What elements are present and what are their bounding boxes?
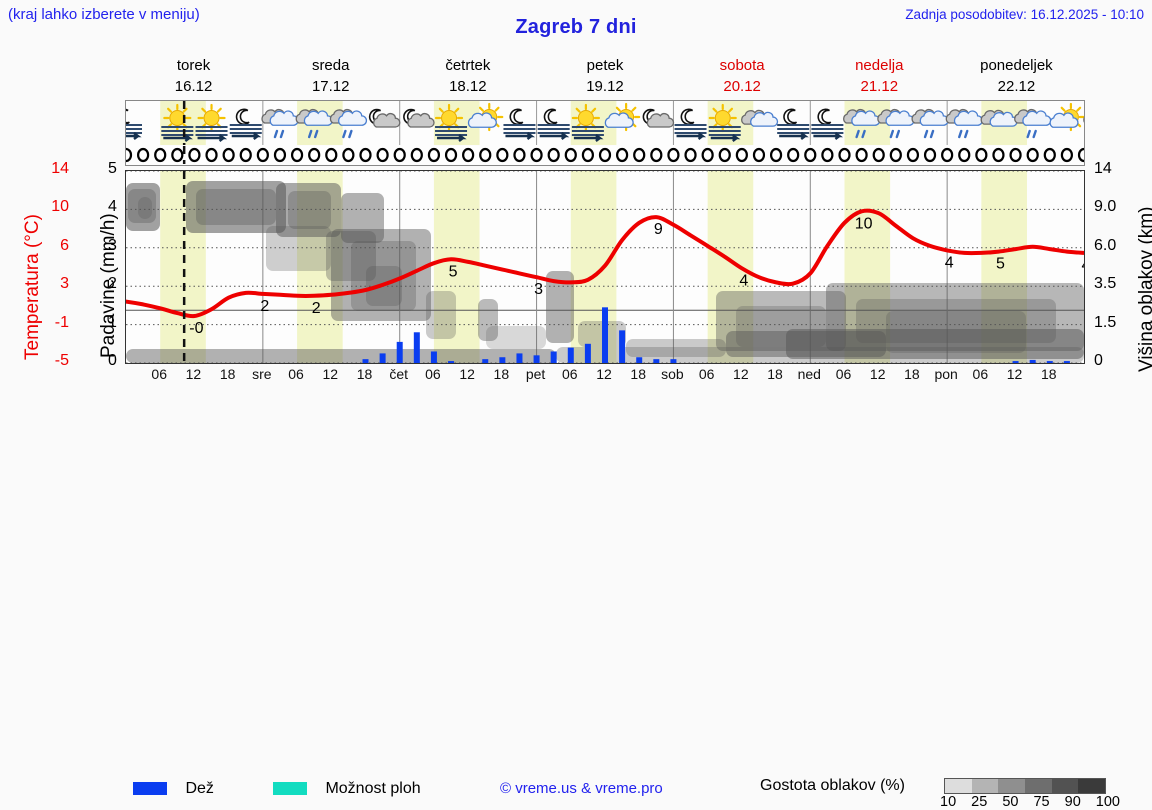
day-date: 22.12 (948, 76, 1085, 97)
day-name: torek (125, 55, 262, 76)
prec-tick-1: 1 (108, 314, 117, 332)
cloud-density-number-75: 75 (1033, 794, 1049, 810)
hour-dot-band (125, 146, 1085, 166)
weather-icon-moon-fog (538, 109, 570, 139)
legend-rain-label: Dež (185, 780, 213, 797)
day-date: 19.12 (536, 76, 673, 97)
day-date: 21.12 (811, 76, 948, 97)
temp-tick-10: 10 (44, 198, 69, 216)
cloud-density-step-10 (945, 779, 972, 793)
weather-icon-cloud (742, 110, 778, 126)
weather-icons-svg (126, 101, 1084, 145)
cloud-density-number-25: 25 (971, 794, 987, 810)
meteogram-plot: -0 2 2 5 3 9 4 10 4 5 4 (125, 170, 1085, 364)
day-date: 20.12 (674, 76, 811, 97)
cloud-density-step-100 (1078, 779, 1105, 793)
hour-dots-svg (126, 146, 1084, 164)
temperature-axis-title: Temperatura (°C) (22, 214, 44, 360)
copyright-link[interactable]: © vreme.us & vreme.pro (500, 780, 663, 797)
svg-text:2: 2 (312, 300, 321, 317)
cloud-tick-9.0: 9.0 (1094, 198, 1116, 216)
day-name: nedelja (811, 55, 948, 76)
day-date: 17.12 (262, 76, 399, 97)
weather-icon-moon-fog (126, 109, 142, 139)
cloud-density-colorbar (944, 778, 1106, 794)
cloud-density-step-90 (1052, 779, 1079, 793)
weather-icon-cloud-rain (912, 110, 948, 137)
temp-tick--1: -1 (44, 314, 69, 332)
cloud-density-step-25 (972, 779, 999, 793)
day-name: petek (536, 55, 673, 76)
showers-color-swatch (273, 782, 307, 795)
weather-icon-cloud-rain (946, 110, 982, 137)
last-update-label: Zadnja posodobitev: 16.12.2025 - 10:10 (905, 7, 1144, 22)
legend: Dež Možnost ploh © vreme.us & vreme.pro … (0, 388, 1152, 428)
prec-tick-0: 0 (108, 352, 117, 370)
day-name: sobota (674, 55, 811, 76)
day-name: sreda (262, 55, 399, 76)
weather-icon-moon-fog (503, 109, 535, 139)
temp-tick-14: 14 (44, 160, 69, 178)
cloud-density-step-75 (1025, 779, 1052, 793)
legend-rain: Dež (133, 780, 214, 798)
cloud-density-number-100: 100 (1096, 794, 1120, 810)
weather-icon-moon-fog (230, 109, 262, 139)
cloud-tick-0: 0 (1094, 352, 1103, 370)
weather-icon-moon-cloud (404, 110, 434, 127)
x-axis-label-18-26: 18 (1029, 366, 1069, 382)
svg-text:10: 10 (855, 215, 873, 232)
svg-text:4: 4 (739, 272, 748, 289)
cloud-height-axis-title: Višina oblakov (km) (1136, 207, 1152, 372)
day-name: ponedeljek (948, 55, 1085, 76)
temp-tick--5: -5 (44, 352, 69, 370)
legend-showers-label: Možnost ploh (325, 780, 420, 797)
temp-tick-3: 3 (44, 275, 69, 293)
weather-icon-moon-fog (777, 109, 809, 139)
weather-icon-moon-fog (675, 109, 707, 139)
prec-tick-4: 4 (108, 198, 117, 216)
prec-tick-5: 5 (108, 160, 117, 178)
weather-icon-moon-cloud (643, 110, 673, 127)
cloud-density-step-50 (998, 779, 1025, 793)
svg-text:4: 4 (1082, 257, 1084, 274)
svg-text:3: 3 (534, 281, 543, 298)
rain-color-swatch (133, 782, 167, 795)
temp-tick-6: 6 (44, 237, 69, 255)
cloud-density-label: Gostota oblakov (%) (760, 777, 905, 795)
svg-text:2: 2 (260, 298, 269, 315)
weather-icon-sun-cloud (1050, 104, 1084, 130)
cloud-tick-3.5: 3.5 (1094, 275, 1116, 293)
cloud-density-number-50: 50 (1002, 794, 1018, 810)
svg-text:5: 5 (449, 263, 458, 280)
svg-text:9: 9 (654, 221, 663, 238)
weather-icon-moon-fog (811, 109, 843, 139)
svg-text:4: 4 (945, 254, 954, 271)
cloud-tick-6.0: 6.0 (1094, 237, 1116, 255)
weather-icon-moon-cloud (370, 110, 400, 127)
svg-text:-0: -0 (189, 320, 203, 337)
cloud-density-number-90: 90 (1065, 794, 1081, 810)
legend-showers: Možnost ploh (273, 780, 421, 798)
cloud-density-scale-numbers: 10 25 50 75 90 100 (940, 794, 1120, 810)
cloud-density-number-10: 10 (940, 794, 956, 810)
weather-icon-band (125, 100, 1085, 146)
weather-icon-cloud-rain (262, 110, 298, 137)
meteogram-svg: -0 2 2 5 3 9 4 10 4 5 4 (126, 171, 1084, 363)
cloud-tick-14: 14 (1094, 160, 1112, 178)
day-date: 18.12 (399, 76, 536, 97)
prec-tick-2: 2 (108, 275, 117, 293)
svg-text:5: 5 (996, 256, 1005, 273)
day-name: četrtek (399, 55, 536, 76)
cloud-tick-1.5: 1.5 (1094, 314, 1116, 332)
day-date: 16.12 (125, 76, 262, 97)
prec-tick-3: 3 (108, 237, 117, 255)
